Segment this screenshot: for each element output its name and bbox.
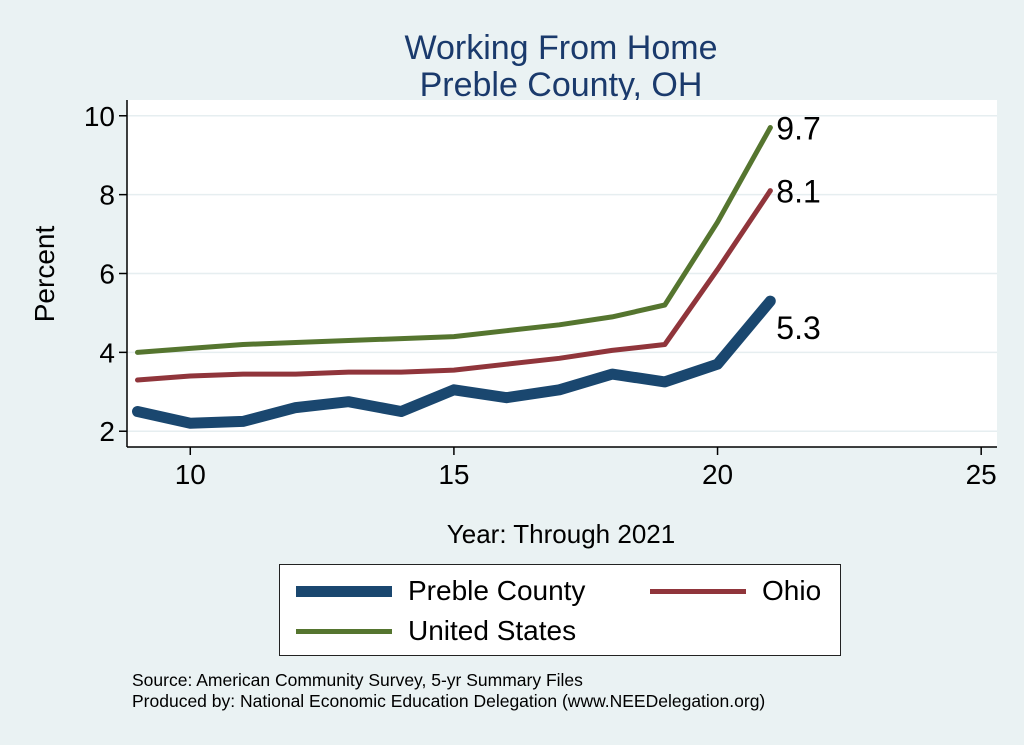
source-line-1: Source: American Community Survey, 5-yr … — [132, 670, 583, 690]
legend-swatch-preble-county — [296, 585, 392, 597]
y-axis-label: Percent — [29, 226, 60, 323]
legend-label-united-states: United States — [408, 615, 577, 646]
legend-label-preble-county: Preble County — [408, 575, 586, 606]
end-label-ohio: 8.1 — [776, 174, 820, 210]
source-note: Source: American Community Survey, 5-yr … — [132, 670, 765, 712]
legend: Preble County Ohio United States — [279, 564, 841, 656]
y-tick-label-4: 4 — [99, 337, 115, 368]
series-line-preble-county — [132, 295, 776, 429]
source-line-2: Produced by: National Economic Education… — [132, 691, 766, 711]
x-tick-label-20: 20 — [702, 459, 733, 490]
legend-swatch-ohio — [650, 588, 746, 594]
x-tick-label-15: 15 — [438, 459, 469, 490]
end-point-preble-county — [767, 298, 773, 304]
y-tick-label-2: 2 — [99, 416, 115, 447]
y-tick-label-10: 10 — [84, 101, 115, 132]
y-tick-label-6: 6 — [99, 259, 115, 290]
end-label-preble-county: 5.3 — [776, 310, 820, 346]
x-tick-label-25: 25 — [966, 459, 997, 490]
series-line-ohio — [135, 188, 773, 383]
end-point-ohio — [767, 188, 773, 194]
end-point-united-states — [767, 125, 773, 131]
legend-item-preble-county: Preble County — [296, 575, 585, 607]
legend-item-united-states: United States — [296, 615, 576, 647]
chart-title-line-2: Preble County, OH — [419, 66, 703, 104]
legend-label-ohio: Ohio — [762, 575, 822, 606]
legend-swatch-united-states — [296, 628, 392, 634]
series-line-united-states — [135, 125, 773, 355]
chart-title-line-1: Working From Home — [404, 29, 718, 67]
line-chart: 2 4 6 8 10 10 15 20 25 Year: Through 2021 Percent 5… — [29, 100, 997, 549]
x-axis-label: Year: Through 2021 — [447, 519, 675, 549]
x-tick-label-10: 10 — [175, 459, 206, 490]
chart-title: Working From Home Preble County, OH — [0, 30, 1024, 104]
y-tick-label-8: 8 — [99, 180, 115, 211]
legend-item-ohio: Ohio — [650, 575, 821, 607]
end-label-united-states: 9.7 — [776, 111, 820, 147]
